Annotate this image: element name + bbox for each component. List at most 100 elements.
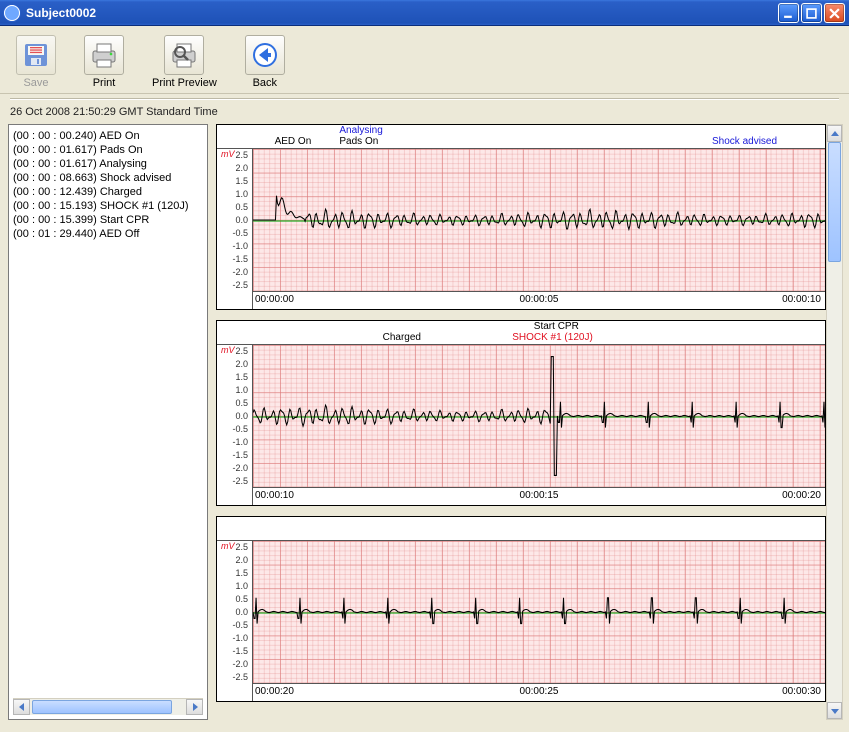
x-tick: 00:00:25	[520, 686, 559, 697]
event-row[interactable]: (00 : 00 : 15.399) Start CPR	[13, 213, 203, 227]
window-title: Subject0002	[26, 6, 96, 20]
print-preview-button[interactable]: Print Preview	[152, 35, 217, 89]
x-tick: 00:00:30	[782, 686, 821, 697]
back-button[interactable]: Back	[245, 35, 285, 89]
maximize-button[interactable]	[801, 3, 822, 23]
scroll-up-button[interactable]	[827, 125, 842, 142]
y-tick: 0.5	[235, 398, 248, 408]
y-tick: -2.0	[232, 659, 248, 669]
scroll-thumb[interactable]	[32, 700, 172, 714]
y-tick: 0.0	[235, 411, 248, 421]
print-icon	[84, 35, 124, 75]
back-label: Back	[253, 77, 277, 89]
y-tick: 1.0	[235, 385, 248, 395]
toolbar: Save Print Print Preview	[0, 26, 849, 94]
save-label: Save	[23, 77, 48, 89]
y-tick: 2.0	[235, 555, 248, 565]
chart-annotation: Charged	[383, 332, 421, 343]
chart-header: Charged Start CPRSHOCK #1 (120J)	[217, 321, 825, 345]
x-axis: 00:00:1000:00:1500:00:20	[217, 487, 825, 505]
x-tick: 00:00:20	[782, 490, 821, 501]
y-tick: 1.0	[235, 581, 248, 591]
x-tick: 00:00:20	[255, 686, 294, 697]
app-icon	[4, 5, 20, 21]
save-icon	[16, 35, 56, 75]
chart-annotation: SHOCK #1 (120J)	[512, 332, 593, 343]
scroll-track[interactable]	[827, 142, 842, 702]
event-list-scrollbar[interactable]	[13, 698, 203, 715]
ecg-plot[interactable]	[253, 345, 825, 487]
chart-annotation: Shock advised	[712, 136, 777, 147]
chart-header	[217, 517, 825, 541]
event-row[interactable]: (00 : 00 : 15.193) SHOCK #1 (120J)	[13, 199, 203, 213]
y-tick: 1.5	[235, 372, 248, 382]
ecg-strip: ChargedStart CPRSHOCK #1 (120J)mV2.52.01…	[216, 320, 826, 506]
ecg-plot[interactable]	[253, 541, 825, 683]
x-tick: 00:00:05	[520, 294, 559, 305]
print-preview-label: Print Preview	[152, 77, 217, 89]
ecg-plot[interactable]	[253, 149, 825, 291]
event-row[interactable]: (00 : 00 : 01.617) Analysing	[13, 157, 203, 171]
back-icon	[245, 35, 285, 75]
event-list[interactable]: (00 : 00 : 00.240) AED On(00 : 00 : 01.6…	[13, 129, 203, 698]
x-axis: 00:00:20 00:00:25 00:00:30	[217, 683, 825, 701]
timestamp-label: 26 Oct 2008 21:50:29 GMT Standard Time	[0, 102, 849, 122]
chart-annotation: AED On	[275, 136, 312, 147]
y-tick: 0.0	[235, 607, 248, 617]
x-tick: 00:00:00	[255, 294, 294, 305]
scroll-track[interactable]	[30, 699, 186, 715]
y-tick: -2.5	[232, 672, 248, 682]
chart-column: AED OnAnalysingPads OnShock advisedmV2.5…	[216, 124, 826, 720]
y-tick: 1.5	[235, 568, 248, 578]
y-tick: -1.5	[232, 254, 248, 264]
y-tick: -2.0	[232, 463, 248, 473]
ecg-strip: AED OnAnalysingPads OnShock advisedmV2.5…	[216, 124, 826, 310]
scroll-left-button[interactable]	[13, 699, 30, 715]
event-list-panel: (00 : 00 : 00.240) AED On(00 : 00 : 01.6…	[8, 124, 208, 720]
chart-area: AED OnAnalysingPads OnShock advisedmV2.5…	[216, 124, 843, 720]
main-content: (00 : 00 : 00.240) AED On(00 : 00 : 01.6…	[0, 122, 849, 726]
save-button[interactable]: Save	[16, 35, 56, 89]
event-row[interactable]: (00 : 00 : 12.439) Charged	[13, 185, 203, 199]
y-tick: -2.0	[232, 267, 248, 277]
y-tick: -1.0	[232, 437, 248, 447]
y-tick: 1.5	[235, 176, 248, 186]
event-row[interactable]: (00 : 01 : 29.440) AED Off	[13, 227, 203, 241]
print-label: Print	[93, 77, 116, 89]
x-axis: 00:00:00 00:00:05 00:00:10	[217, 291, 825, 309]
y-tick: -1.0	[232, 633, 248, 643]
y-tick: -2.5	[232, 280, 248, 290]
y-tick: 2.0	[235, 163, 248, 173]
y-tick: -1.0	[232, 241, 248, 251]
scroll-down-button[interactable]	[827, 702, 842, 719]
y-tick: 0.5	[235, 202, 248, 212]
y-tick: -0.5	[232, 228, 248, 238]
ecg-strip: mV2.52.01.51.00.50.0-0.5-1.0-1.5-2.0-2.5…	[216, 516, 826, 702]
y-axis: mV2.52.01.51.00.50.0-0.5-1.0-1.5-2.0-2.5	[217, 541, 253, 683]
print-button[interactable]: Print	[84, 35, 124, 89]
close-button[interactable]	[824, 3, 845, 23]
chart-annotation: Start CPR	[534, 321, 579, 332]
y-tick: 0.0	[235, 215, 248, 225]
event-row[interactable]: (00 : 00 : 01.617) Pads On	[13, 143, 203, 157]
y-tick: 2.5	[235, 150, 248, 160]
chart-scrollbar[interactable]	[826, 124, 843, 720]
y-tick: -0.5	[232, 620, 248, 630]
window-buttons	[778, 3, 845, 23]
x-tick: 00:00:15	[520, 490, 559, 501]
chart-annotation: Analysing	[339, 125, 382, 136]
y-tick: 0.5	[235, 594, 248, 604]
y-tick: -1.5	[232, 450, 248, 460]
minimize-button[interactable]	[778, 3, 799, 23]
y-tick: 1.0	[235, 189, 248, 199]
titlebar: Subject0002	[0, 0, 849, 26]
y-tick: -0.5	[232, 424, 248, 434]
event-row[interactable]: (00 : 00 : 08.663) Shock advised	[13, 171, 203, 185]
scroll-thumb[interactable]	[828, 142, 841, 262]
scroll-right-button[interactable]	[186, 699, 203, 715]
print-preview-icon	[164, 35, 204, 75]
chart-annotation: Pads On	[339, 136, 378, 147]
event-row[interactable]: (00 : 00 : 00.240) AED On	[13, 129, 203, 143]
x-tick: 00:00:10	[782, 294, 821, 305]
y-tick: 2.5	[235, 542, 248, 552]
